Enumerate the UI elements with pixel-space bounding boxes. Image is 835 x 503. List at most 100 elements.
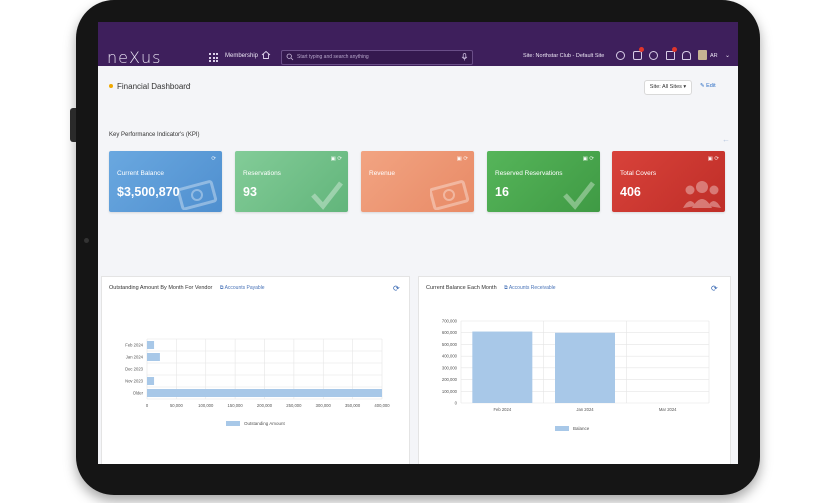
bar [147, 389, 382, 397]
legend-swatch [555, 426, 569, 431]
legend-label: Balance [573, 426, 590, 431]
x-tick-label: 50,000 [170, 403, 183, 408]
user-initials[interactable]: AR [710, 53, 718, 59]
chevron-down-icon[interactable]: ⌄ [186, 81, 192, 88]
y-tick-label: Jan 2024 [126, 355, 144, 360]
screen: neXus Membership Start typing and search… [98, 22, 738, 464]
kpi-value: 406 [620, 185, 641, 199]
inbox-icon[interactable] [666, 51, 675, 60]
bar [147, 353, 160, 361]
kpi-label: Reserved Reservations [495, 170, 563, 177]
card-actions-icon[interactable]: ▣ ⟳ [330, 156, 342, 162]
check-icon [563, 181, 595, 210]
bell-icon[interactable] [682, 51, 691, 60]
kpi-card-current-balance[interactable]: ⟳ Current Balance $3,500,870 [109, 151, 222, 212]
refresh-icon[interactable]: ⟳ [393, 284, 400, 293]
x-tick-label: Mar 2024 [659, 407, 677, 412]
chat-badge [639, 47, 644, 52]
kpi-label: Current Balance [117, 170, 164, 177]
apps-grid-icon[interactable] [209, 53, 218, 62]
home-icon[interactable] [261, 50, 271, 60]
outstanding-amount-chart: 0 50,000 100,000 150,000 200,000 250,000 300,0… [125, 338, 390, 426]
y-tick-label: 400,000 [442, 354, 458, 359]
chat-icon[interactable] [633, 51, 642, 60]
edit-button[interactable]: ✎ Edit [700, 83, 716, 89]
search-icon [286, 53, 294, 61]
kpi-card-revenue[interactable]: ▣ ⟳ Revenue [361, 151, 474, 212]
module-menu[interactable]: Membership [225, 53, 259, 59]
panel-subtitle-text: Accounts Receivable [508, 285, 556, 291]
kpi-label: Reservations [243, 170, 281, 177]
camera-dot [84, 238, 89, 243]
y-tick-label: Nov 2023 [125, 379, 144, 384]
cash-icon [430, 180, 470, 210]
legend-label: Outstanding Amount [244, 421, 286, 426]
headset-icon[interactable] [649, 51, 658, 60]
x-tick-label: Feb 2024 [493, 407, 511, 412]
x-tick-label: 300,000 [316, 403, 332, 408]
voice-search-icon[interactable] [461, 53, 468, 61]
y-tick-label: Older [133, 391, 144, 396]
inbox-badge [672, 47, 677, 52]
site-filter-button[interactable]: Site: All Sites ▾ [644, 80, 692, 95]
bar [147, 341, 155, 349]
y-tick-label: 700,000 [442, 319, 458, 324]
y-tick-label: 600,000 [442, 330, 458, 335]
kpi-label: Total Covers [620, 170, 657, 177]
kpi-card-total-covers[interactable]: ▣ ⟳ Total Covers 406 [612, 151, 725, 212]
kpi-value: $3,500,870 [117, 185, 180, 199]
panel-title: Outstanding Amount By Month For Vendor ⧉… [109, 285, 265, 291]
kpi-card-reserved-reservations[interactable]: ▣ ⟳ Reserved Reservations 16 [487, 151, 600, 212]
panel-subtitle[interactable]: ⧉ Accounts Payable [219, 285, 265, 291]
cash-icon [178, 180, 218, 210]
status-dot [109, 84, 113, 88]
search-input[interactable]: Start typing and search anything [281, 50, 473, 65]
top-navbar: neXus Membership Start typing and search… [98, 22, 738, 67]
kpi-value: 16 [495, 185, 509, 199]
y-tick-label: 300,000 [442, 365, 458, 370]
users-icon [683, 181, 721, 208]
search-placeholder: Start typing and search anything [297, 54, 369, 60]
y-tick-label: 200,000 [442, 377, 458, 382]
panel-title-text: Current Balance Each Month [426, 285, 497, 291]
bar [147, 377, 155, 385]
x-tick-label: 400,000 [374, 403, 390, 408]
arrow-left-icon[interactable]: ← [722, 135, 730, 144]
legend-swatch [226, 421, 240, 426]
panel-title: Current Balance Each Month ⧉ Accounts Re… [426, 285, 556, 291]
check-icon [311, 181, 343, 210]
site-selector[interactable]: Site: Northstar Club - Default Site [523, 53, 605, 59]
app-logo[interactable]: neXus [107, 48, 162, 67]
kpi-label: Revenue [369, 170, 396, 177]
chevron-down-icon[interactable]: ⌄ [725, 53, 731, 59]
card-actions-icon[interactable]: ▣ ⟳ [582, 156, 594, 162]
panel-title-text: Outstanding Amount By Month For Vendor [109, 285, 213, 291]
current-balance-chart: 0 100,000 200,000 300,000 400,000 500,000 600,… [442, 319, 710, 431]
panel-subtitle-text: Accounts Payable [224, 285, 265, 291]
edit-label: Edit [706, 83, 716, 89]
x-tick-label: Jan 2024 [576, 407, 594, 412]
card-actions-icon[interactable]: ▣ ⟳ [456, 156, 468, 162]
refresh-icon[interactable]: ⟳ [211, 156, 216, 162]
kpi-section-title: Key Performance Indicator's (KPI) [109, 132, 200, 138]
y-tick-label: 100,000 [442, 389, 458, 394]
page-title[interactable]: Financial Dashboard [117, 82, 191, 91]
y-tick-label: 0 [455, 401, 458, 406]
x-tick-label: 250,000 [286, 403, 302, 408]
panel-subtitle[interactable]: ⧉ Accounts Receivable [504, 285, 556, 291]
y-tick-label: 500,000 [442, 342, 458, 347]
help-icon[interactable] [616, 51, 625, 60]
bar [472, 331, 533, 403]
avatar[interactable] [698, 50, 707, 60]
bar [555, 332, 615, 403]
kpi-value: 93 [243, 185, 257, 199]
kpi-card-reservations[interactable]: ▣ ⟳ Reservations 93 [235, 151, 348, 212]
y-tick-label: Feb 2024 [125, 343, 143, 348]
x-tick-label: 200,000 [257, 403, 273, 408]
refresh-icon[interactable]: ⟳ [711, 284, 718, 293]
panel-accounts-receivable: Current Balance Each Month ⧉ Accounts Re… [418, 276, 731, 464]
card-actions-icon[interactable]: ▣ ⟳ [707, 156, 719, 162]
x-tick-label: 350,000 [345, 403, 361, 408]
x-tick-label: 100,000 [198, 403, 214, 408]
panel-accounts-payable: Outstanding Amount By Month For Vendor ⧉… [101, 276, 410, 464]
